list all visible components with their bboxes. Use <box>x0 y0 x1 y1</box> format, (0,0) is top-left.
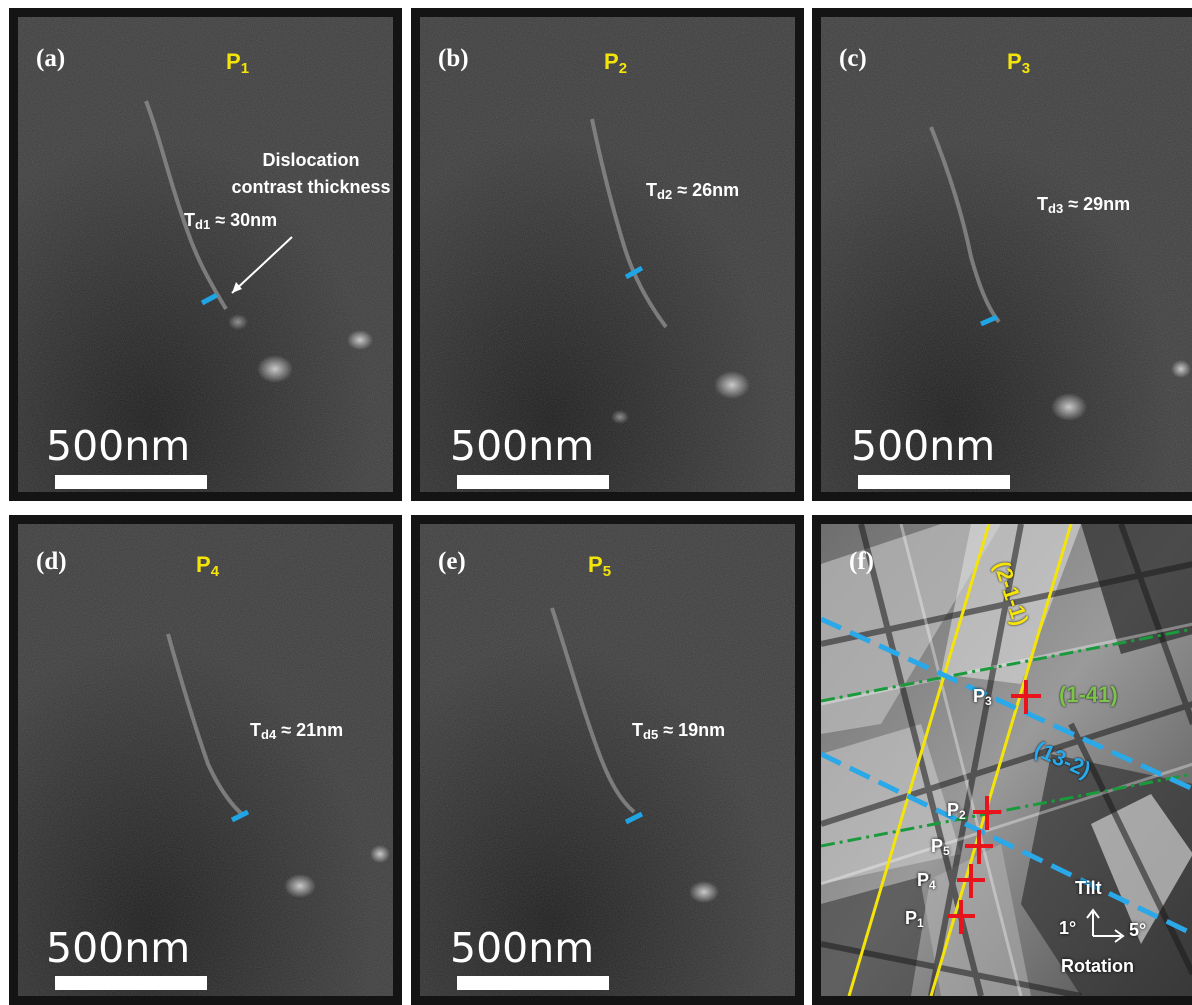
thickness-measurement: Td1 ≈ 30nm <box>184 210 278 232</box>
scale-bar <box>858 475 1010 489</box>
point-label-p5: P5 <box>931 836 950 858</box>
point-label-p4: P4 <box>917 870 936 892</box>
point-tag: P5 <box>588 552 612 580</box>
thickness-measurement: Td4 ≈ 21nm <box>250 720 344 742</box>
band-line-green-2 <box>821 772 1192 848</box>
tem-panel-a: (a) P1 Dislocation contrast thickness Td1… <box>9 8 402 501</box>
panel-label: (e) <box>438 548 466 575</box>
panel-label: (b) <box>438 45 469 72</box>
panel-label: (a) <box>36 45 66 72</box>
scale-bar <box>55 475 207 489</box>
tem-image-e <box>420 524 795 996</box>
tem-image-d <box>18 524 393 996</box>
arrow-head-icon <box>232 282 242 293</box>
band-label-green: (1-41) <box>1059 682 1118 707</box>
scale-bar <box>457 976 609 990</box>
tem-image-a <box>18 17 393 492</box>
thickness-marker-a <box>200 292 219 306</box>
band-line-green-1 <box>821 627 1192 703</box>
tilt-arrow-icon <box>1086 908 1100 919</box>
thickness-marker-b <box>624 265 644 280</box>
panel-label: (f) <box>849 548 874 575</box>
kikuchi-pattern <box>821 524 1192 996</box>
tilt-step-label: 1° <box>1059 918 1077 938</box>
rotation-step-label: 5° <box>1129 920 1147 940</box>
scale-bar-label: 500nm <box>450 924 595 972</box>
thickness-measurement: Td3 ≈ 29nm <box>1037 194 1131 216</box>
thickness-marker-d <box>230 809 250 823</box>
band-line-blue-2 <box>821 751 1192 937</box>
thickness-measurement: Td5 ≈ 19nm <box>632 720 726 742</box>
point-tag: P4 <box>196 552 220 580</box>
scale-bar <box>457 475 609 489</box>
scale-bar-label: 500nm <box>46 924 191 972</box>
thickness-marker-e <box>624 811 644 825</box>
scale-bar-label: 500nm <box>851 422 996 470</box>
thickness-measurement: Td2 ≈ 26nm <box>646 180 740 202</box>
thickness-marker-c <box>979 314 999 327</box>
scale-bar-label: 500nm <box>450 422 595 470</box>
point-tag: P3 <box>1007 49 1031 77</box>
kikuchi-panel-f: (f) (2-1-1) (1-41) (13-2) P3 P2 P5 P4 P1… <box>812 515 1192 1005</box>
band-line-blue-1 <box>821 616 1192 792</box>
point-label-p2: P2 <box>947 800 966 822</box>
point-label-p1: P1 <box>905 908 924 930</box>
tem-panel-d: (d) P4 Td4 ≈ 21nm 500nm <box>9 515 402 1005</box>
dislocation-annotation: Dislocation contrast thickness <box>231 150 391 197</box>
point-tag: P1 <box>226 49 250 77</box>
panel-label: (d) <box>36 548 67 575</box>
position-markers <box>947 680 1041 934</box>
point-label-p3: P3 <box>973 686 992 708</box>
tem-image-c <box>821 17 1192 492</box>
point-tag: P2 <box>604 49 628 77</box>
tem-panel-b: (b) P2 Td2 ≈ 26nm 500nm <box>411 8 804 501</box>
panel-label: (c) <box>839 45 867 72</box>
tem-image-b <box>420 17 795 492</box>
band-line-yellow-1 <box>847 524 991 996</box>
tilt-label: Tilt <box>1075 878 1102 898</box>
tem-panel-e: (e) P5 Td5 ≈ 19nm 500nm <box>411 515 804 1005</box>
scale-bar <box>55 976 207 990</box>
annotation-arrow <box>231 236 293 294</box>
tem-panel-c: (c) P3 Td3 ≈ 29nm 500nm <box>812 8 1192 501</box>
rotation-label: Rotation <box>1061 956 1134 976</box>
rotation-arrow-icon <box>1114 929 1125 943</box>
scale-bar-label: 500nm <box>46 422 191 470</box>
